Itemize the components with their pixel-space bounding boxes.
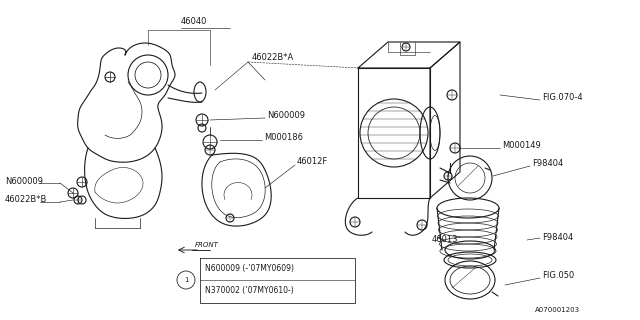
Text: F98404: F98404	[542, 234, 573, 243]
Text: 46012F: 46012F	[297, 157, 328, 166]
Text: 46022B*B: 46022B*B	[5, 196, 47, 204]
Text: 46022B*A: 46022B*A	[252, 53, 294, 62]
Text: A070001203: A070001203	[535, 307, 580, 313]
Text: 46040: 46040	[181, 18, 207, 27]
Text: N600009: N600009	[267, 111, 305, 121]
Text: N600009 (-’07MY0609): N600009 (-’07MY0609)	[205, 265, 294, 274]
Text: N600009: N600009	[5, 178, 43, 187]
Text: FIG.050: FIG.050	[542, 271, 574, 281]
Text: F98404: F98404	[532, 159, 563, 169]
Text: FIG.070-4: FIG.070-4	[542, 93, 582, 102]
Text: M000186: M000186	[264, 133, 303, 142]
Text: M000149: M000149	[502, 141, 541, 150]
Text: FRONT: FRONT	[195, 242, 219, 248]
Text: 1: 1	[184, 277, 188, 283]
Text: 46013: 46013	[432, 236, 458, 244]
Text: N370002 (’07MY0610-): N370002 (’07MY0610-)	[205, 286, 294, 295]
